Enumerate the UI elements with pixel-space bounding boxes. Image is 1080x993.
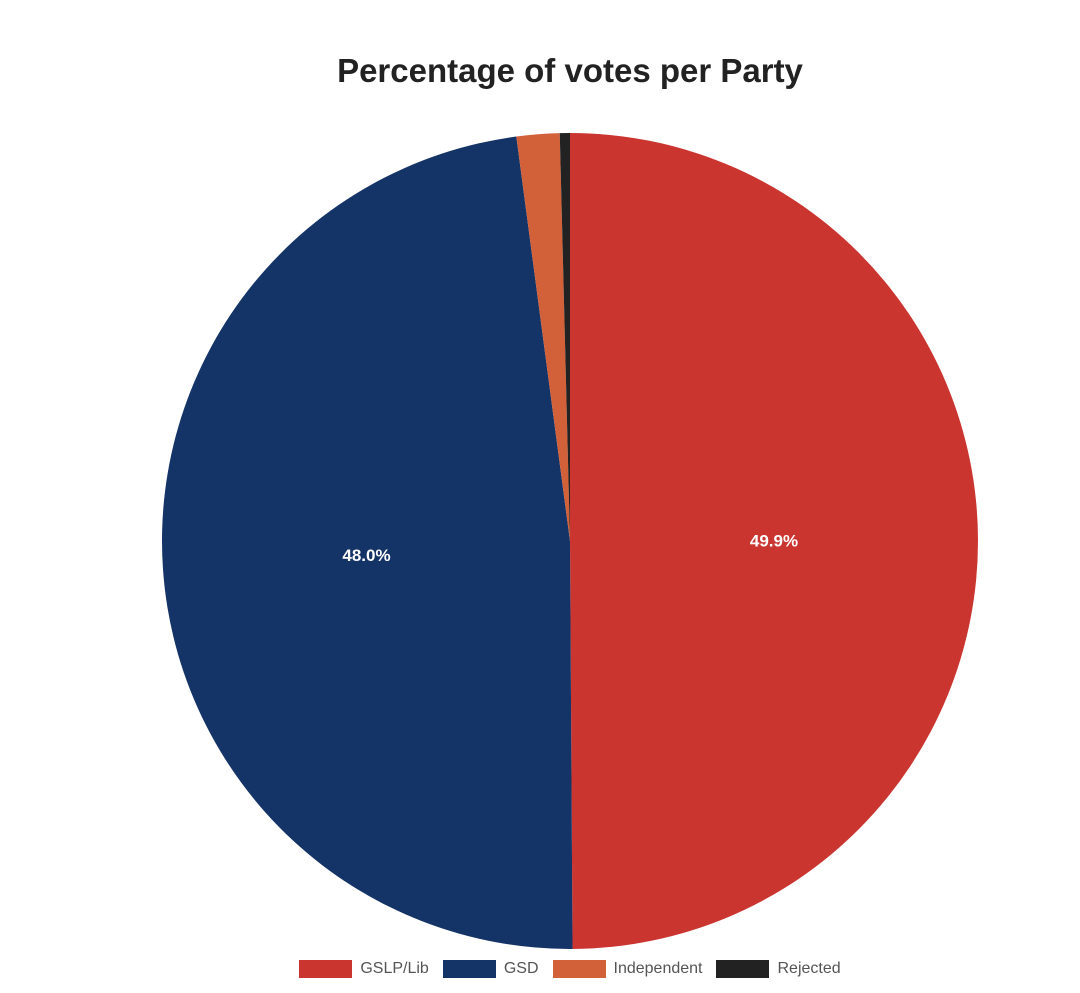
legend-item[interactable]: Independent [552,960,703,978]
pie-slices [162,133,978,949]
chart-title: Percentage of votes per Party [337,52,803,89]
legend-swatch [552,960,606,978]
legend-item[interactable]: Rejected [716,960,841,978]
pie-chart: 49.9% 48.0% [162,133,978,949]
pie-slice-rejected[interactable] [559,133,570,541]
legend-label: GSD [503,960,539,977]
pie-slice-gsd[interactable] [162,136,573,949]
pie-slice-labels: 49.9% 48.0% [342,531,798,565]
pie-slice-gslp-lib[interactable] [570,133,978,949]
legend-swatch [299,960,353,978]
legend-label: GSLP/Lib [360,960,429,977]
legend-swatch [442,960,496,978]
slice-data-label: 48.0% [342,546,390,565]
legend: GSLP/Lib GSD Independent Rejected [0,960,1080,978]
legend-item[interactable]: GSLP/Lib [299,960,429,978]
legend-item[interactable]: GSD [442,960,539,978]
legend-swatch [716,960,770,978]
legend-label: Independent [613,960,703,977]
pie-slice-independent[interactable] [516,133,570,541]
legend-label: Rejected [777,960,841,977]
slice-data-label: 49.9% [750,531,798,550]
